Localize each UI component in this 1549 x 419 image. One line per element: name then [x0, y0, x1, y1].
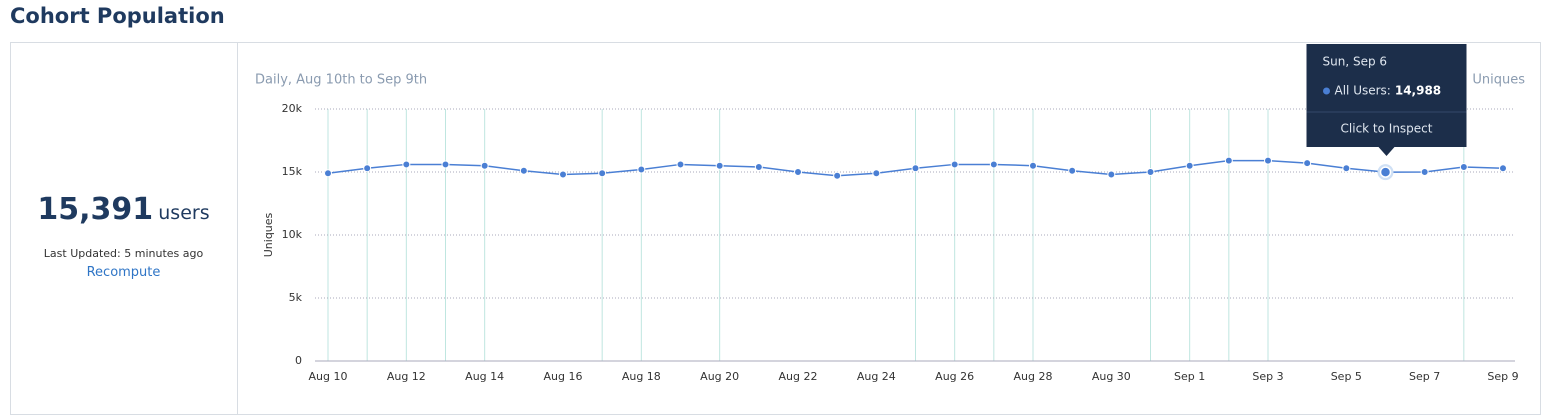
data-point	[1068, 166, 1077, 175]
x-tick-label: Aug 28	[1014, 370, 1053, 383]
data-point	[402, 160, 411, 169]
highlight-point	[1379, 166, 1392, 178]
data-point	[1459, 162, 1468, 171]
summary: 15,391 users Last Updated: 5 minutes ago…	[10, 42, 238, 414]
tooltip-series: All Users:	[1335, 84, 1391, 98]
data-point	[950, 160, 959, 169]
tooltip-value: 14,988	[1395, 84, 1441, 98]
y-tick-label: 10k	[282, 228, 303, 241]
x-tick-label: Aug 24	[857, 370, 896, 383]
count-value: 15,391	[37, 192, 154, 227]
data-point	[1342, 164, 1351, 173]
page-title: Cohort Population	[10, 4, 225, 28]
data-point	[715, 161, 724, 170]
data-point	[519, 166, 528, 175]
data-point	[324, 169, 332, 178]
data-point	[598, 169, 607, 178]
x-tick-label: Aug 12	[387, 370, 426, 383]
x-tick-label: Aug 10	[309, 370, 348, 383]
x-tick-label: Aug 18	[622, 370, 661, 383]
x-tick-label: Sep 3	[1252, 370, 1283, 383]
data-point	[480, 161, 489, 170]
data-point	[1146, 168, 1155, 176]
y-axis-label: Uniques	[262, 212, 275, 257]
x-tick-label: Aug 14	[465, 370, 504, 383]
y-tick-label: 20k	[282, 102, 303, 115]
data-point	[872, 169, 881, 178]
data-point	[1420, 168, 1429, 176]
metric-selector[interactable]: Uniques	[1472, 73, 1525, 88]
data-point	[1499, 164, 1507, 173]
data-point	[1107, 170, 1116, 179]
y-tick-label: 5k	[289, 291, 303, 304]
data-point	[989, 160, 998, 169]
x-tick-label: Aug 20	[700, 370, 739, 383]
chart-subtitle: Daily, Aug 10th to Sep 9th	[255, 73, 427, 88]
tooltip-action[interactable]: Click to Inspect	[1341, 122, 1433, 136]
last-updated: Last Updated: 5 minutes ago	[43, 247, 204, 260]
data-point	[363, 164, 372, 173]
x-tick-label: Sep 5	[1331, 370, 1362, 383]
recompute-link[interactable]: Recompute	[86, 265, 161, 280]
count-unit: users	[158, 202, 210, 224]
data-point	[1029, 161, 1037, 170]
x-tick-label: Aug 26	[935, 370, 974, 383]
x-tick-label: Aug 22	[779, 370, 818, 383]
data-point	[1303, 159, 1312, 168]
x-tick-label: Sep 7	[1409, 370, 1440, 383]
y-tick-label: 0	[295, 354, 302, 367]
tooltip-swatch	[1323, 87, 1330, 95]
data-point	[794, 168, 802, 176]
data-point	[676, 160, 685, 169]
x-tick-label: Sep 9	[1487, 370, 1518, 383]
x-tick-label: Sep 1	[1174, 370, 1205, 383]
x-tick-label: Aug 16	[544, 370, 583, 383]
data-point	[1185, 161, 1194, 170]
data-point	[754, 162, 763, 171]
tooltip-date: Sun, Sep 6	[1323, 55, 1388, 69]
user-count: 15,391 users	[10, 192, 237, 227]
x-tick-label: Aug 30	[1092, 370, 1131, 383]
data-point	[833, 171, 842, 180]
data-point	[911, 164, 920, 173]
panel	[10, 42, 1541, 415]
data-point	[441, 160, 450, 169]
data-point	[559, 170, 567, 179]
y-tick-label: 15k	[282, 165, 303, 178]
data-point	[1224, 156, 1233, 165]
data-point	[637, 165, 646, 174]
data-point	[1264, 156, 1272, 165]
tooltip-box	[1306, 44, 1467, 156]
